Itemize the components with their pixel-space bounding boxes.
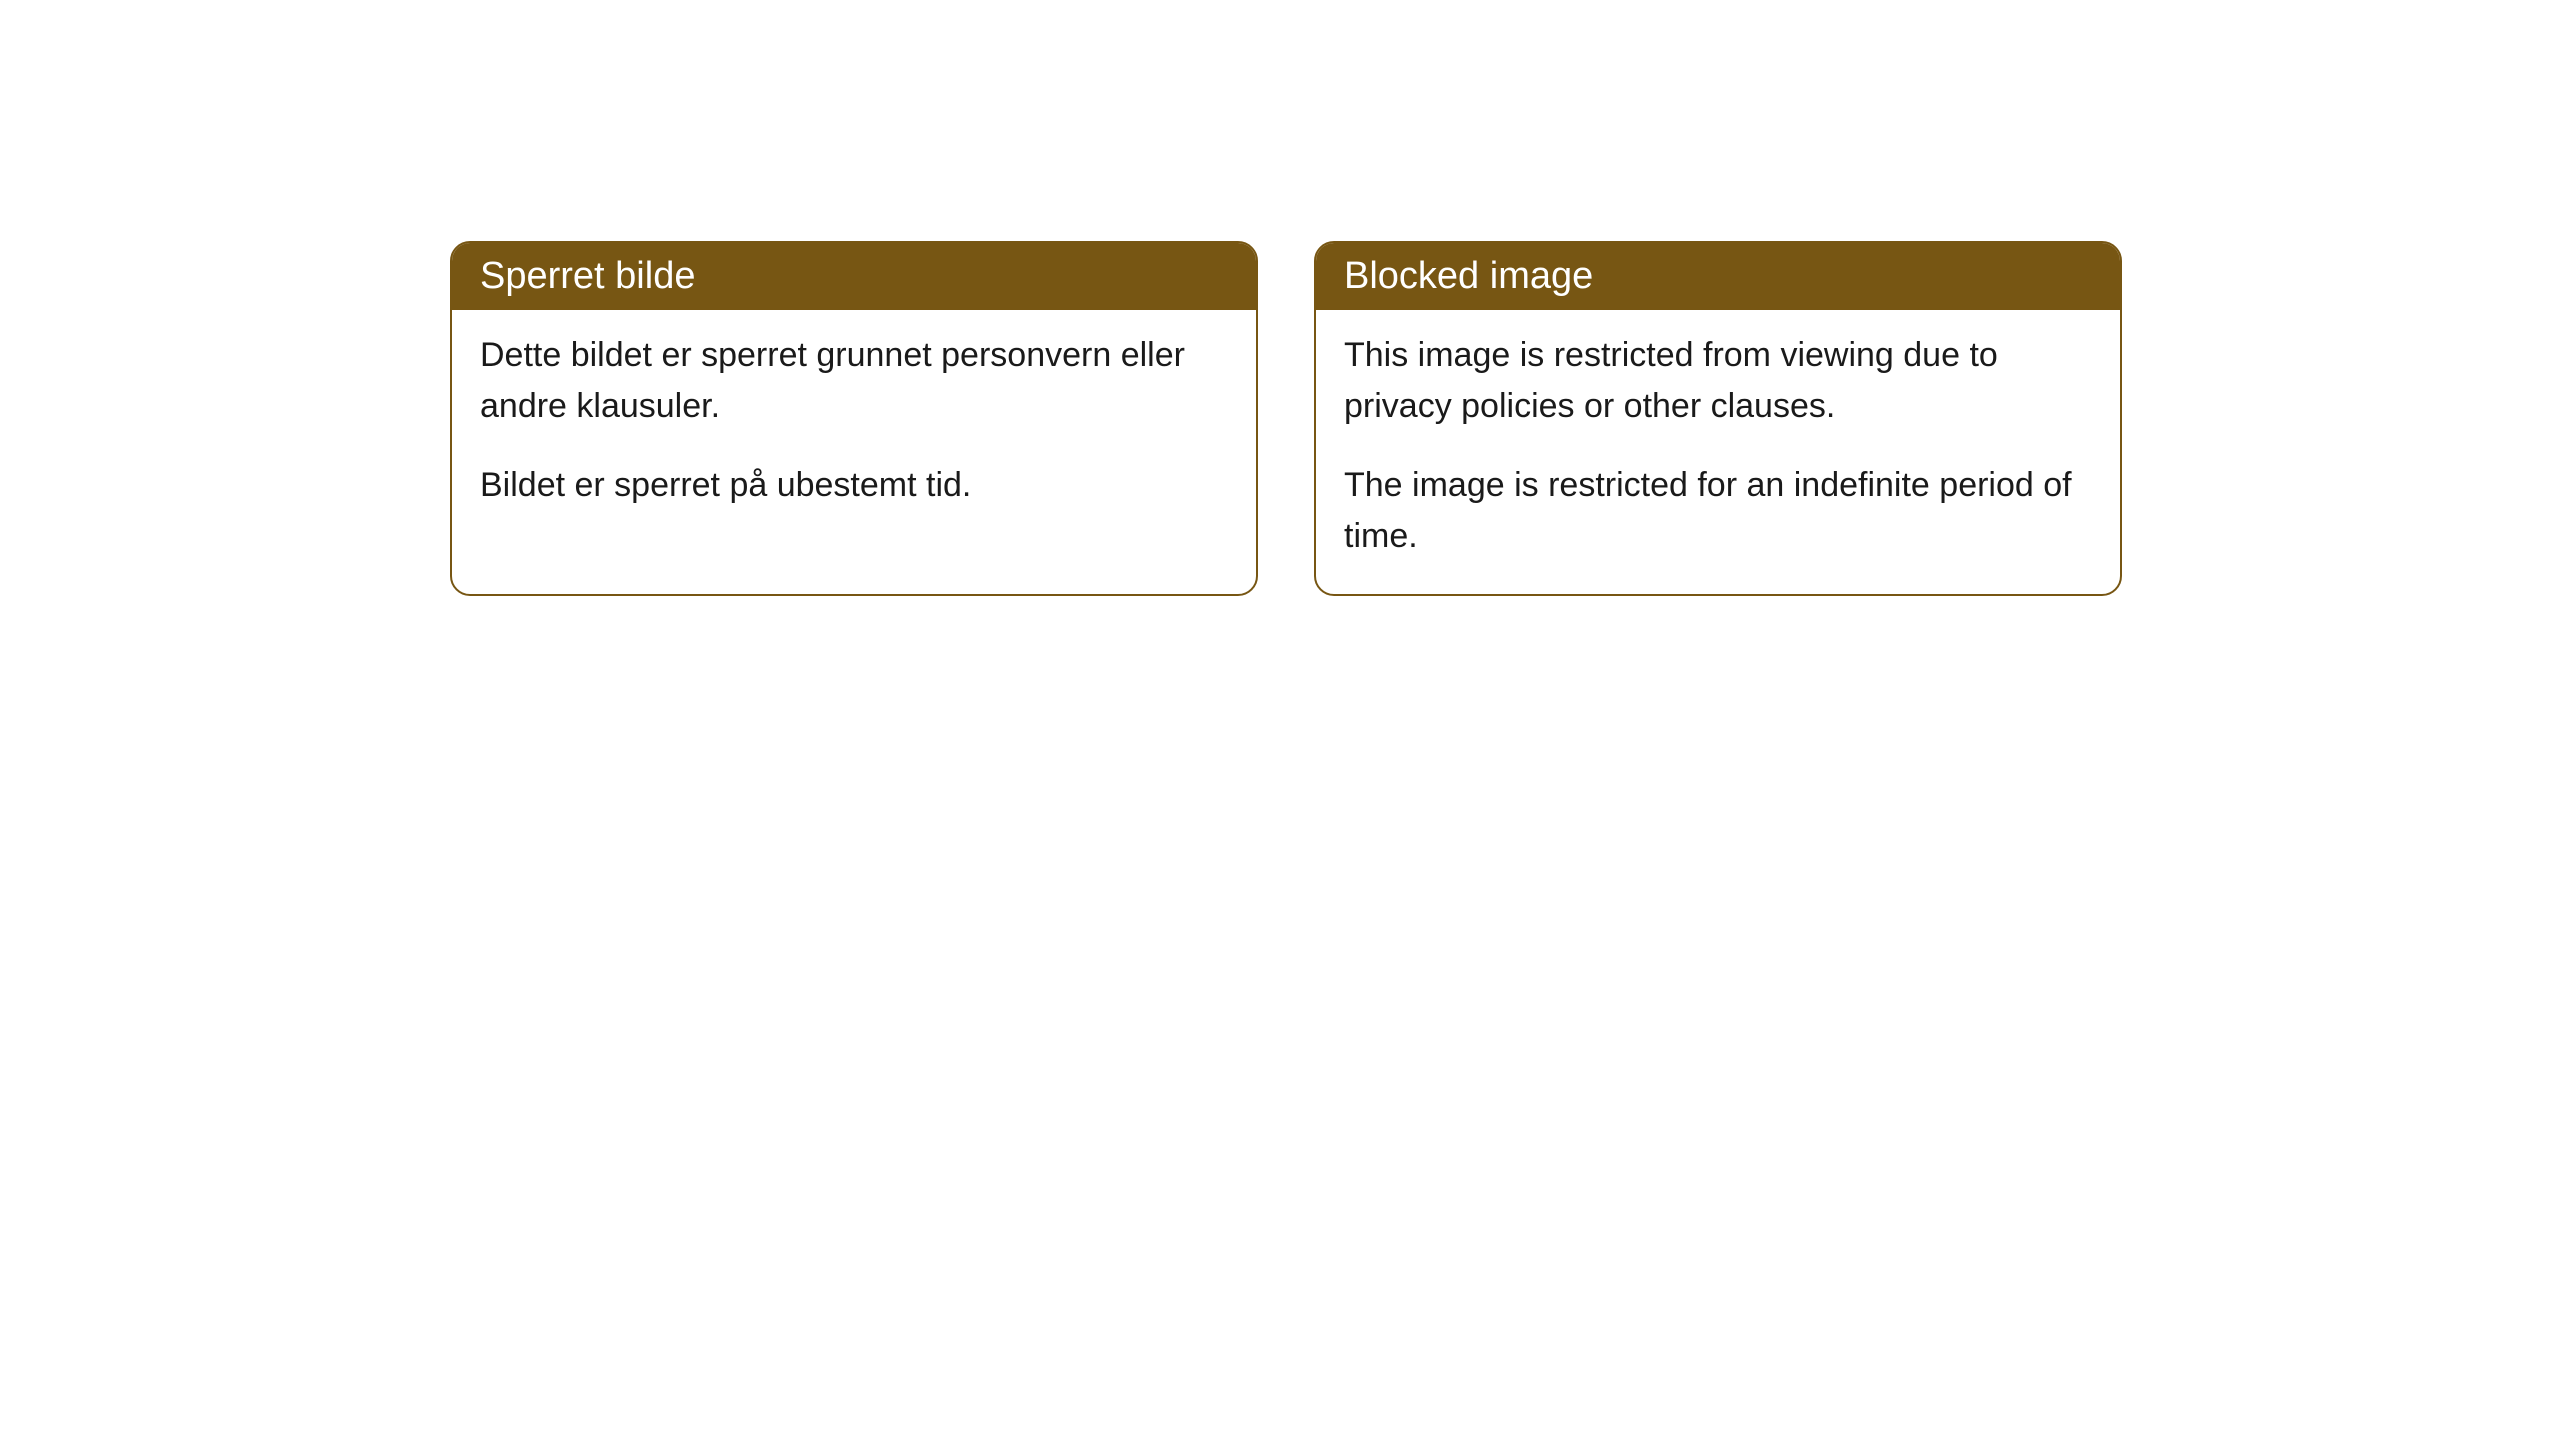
notice-card-norwegian: Sperret bilde Dette bildet er sperret gr… — [450, 241, 1258, 596]
card-text-p1: Dette bildet er sperret grunnet personve… — [480, 330, 1228, 432]
card-text-p2: The image is restricted for an indefinit… — [1344, 460, 2092, 562]
card-text-p2: Bildet er sperret på ubestemt tid. — [480, 460, 1228, 511]
card-header-english: Blocked image — [1316, 243, 2120, 310]
notice-card-english: Blocked image This image is restricted f… — [1314, 241, 2122, 596]
card-title: Sperret bilde — [480, 255, 695, 297]
notice-cards-container: Sperret bilde Dette bildet er sperret gr… — [450, 241, 2122, 596]
card-body-norwegian: Dette bildet er sperret grunnet personve… — [452, 310, 1256, 543]
card-title: Blocked image — [1344, 255, 1593, 297]
card-header-norwegian: Sperret bilde — [452, 243, 1256, 310]
card-body-english: This image is restricted from viewing du… — [1316, 310, 2120, 594]
card-text-p1: This image is restricted from viewing du… — [1344, 330, 2092, 432]
